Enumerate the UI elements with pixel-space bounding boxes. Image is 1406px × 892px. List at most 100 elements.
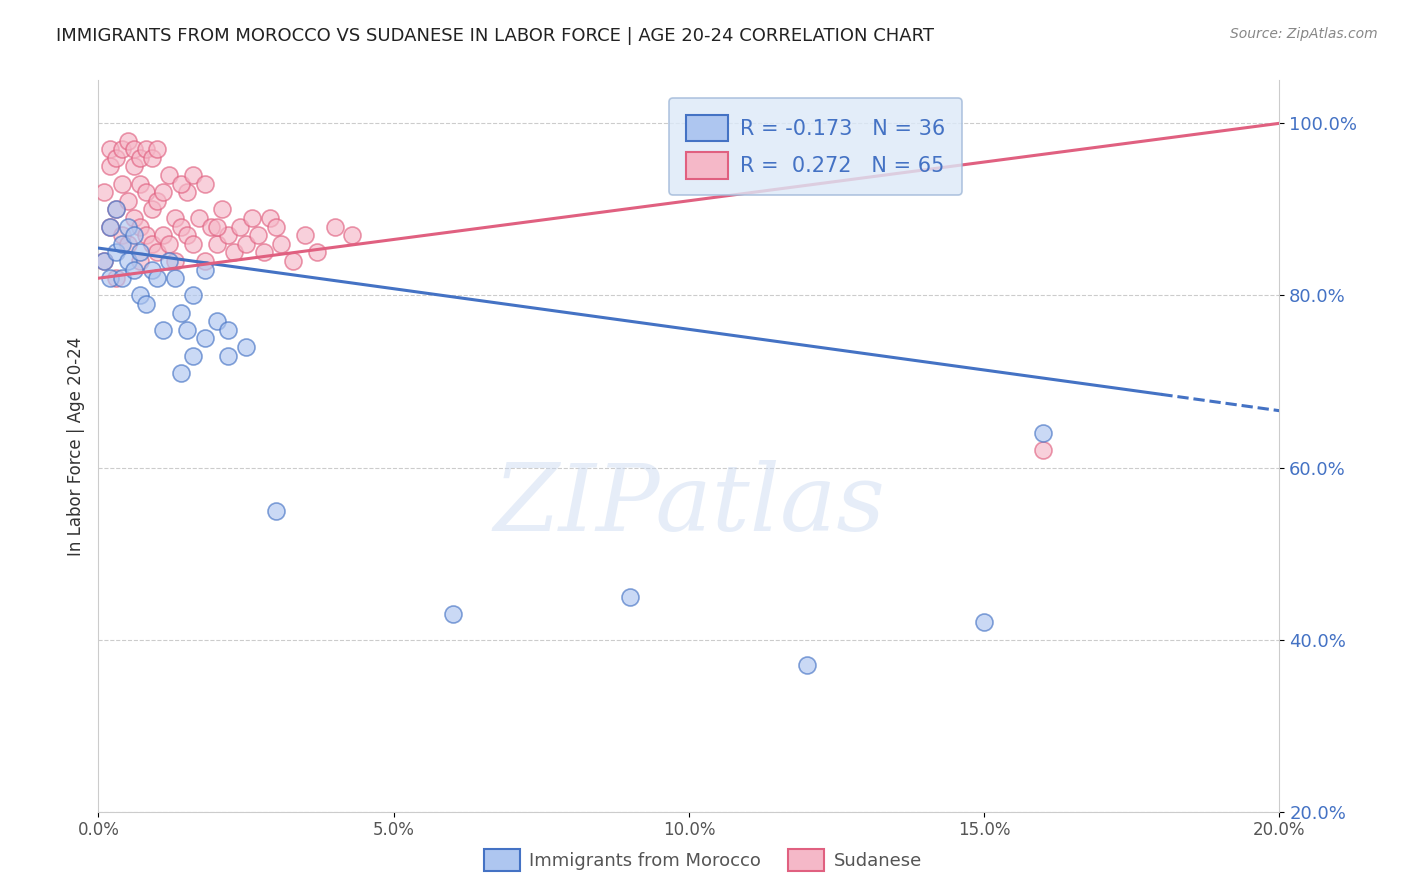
Point [224,245,246,260]
Point [105,202,128,217]
Point [93,254,115,268]
Point [205,236,228,251]
Point [128,151,150,165]
Point [294,228,316,243]
Point [141,151,163,165]
Point [973,615,995,630]
Point [264,219,287,234]
Point [111,177,134,191]
Point [200,219,222,234]
Point [141,262,163,277]
Point [796,658,818,673]
Text: ZIPatlas: ZIPatlas [494,459,884,549]
Point [128,254,150,268]
Point [342,228,364,243]
Point [165,271,187,285]
Point [305,245,328,260]
Point [217,323,239,337]
Point [181,236,204,251]
Point [105,151,128,165]
Point [122,211,145,225]
Point [176,323,198,337]
Point [146,142,169,156]
Point [194,254,217,268]
Point [235,340,257,354]
Point [205,219,228,234]
Point [135,142,157,156]
Point [217,228,239,243]
Point [211,202,233,217]
Point [240,211,263,225]
Point [229,219,252,234]
Point [93,185,115,199]
Point [111,228,134,243]
Point [157,254,180,268]
Point [170,305,193,319]
Point [165,254,187,268]
Point [128,177,150,191]
Point [105,245,128,260]
Point [181,168,204,182]
Point [157,236,180,251]
Point [117,194,139,208]
Point [187,211,209,225]
Point [181,349,204,363]
Point [128,245,150,260]
Point [98,142,121,156]
Point [98,271,121,285]
Point [98,219,121,234]
Point [93,254,115,268]
Point [122,228,145,243]
Point [253,245,276,260]
Text: Source: ZipAtlas.com: Source: ZipAtlas.com [1230,27,1378,41]
Point [117,236,139,251]
Point [176,185,198,199]
Point [98,219,121,234]
Point [1032,426,1054,441]
Point [122,142,145,156]
Point [146,245,169,260]
Point [105,271,128,285]
Point [122,262,145,277]
Point [264,503,287,517]
Point [323,219,346,234]
Point [111,142,134,156]
Legend: Immigrants from Morocco, Sudanese: Immigrants from Morocco, Sudanese [477,842,929,879]
Point [176,228,198,243]
Point [135,297,157,311]
Point [152,323,174,337]
Point [259,211,281,225]
Point [235,236,257,251]
Point [157,168,180,182]
Point [181,288,204,302]
Point [117,254,139,268]
Point [98,159,121,173]
Point [152,228,174,243]
Point [117,134,139,148]
Point [170,219,193,234]
Point [283,254,305,268]
Text: IMMIGRANTS FROM MOROCCO VS SUDANESE IN LABOR FORCE | AGE 20-24 CORRELATION CHART: IMMIGRANTS FROM MOROCCO VS SUDANESE IN L… [56,27,934,45]
Point [128,219,150,234]
Point [111,271,134,285]
Point [1032,443,1054,458]
Point [128,288,150,302]
Point [135,228,157,243]
Point [105,202,128,217]
Point [205,314,228,328]
Point [117,219,139,234]
Point [194,262,217,277]
Point [194,177,217,191]
Point [141,202,163,217]
Point [170,366,193,380]
Point [141,236,163,251]
Point [135,185,157,199]
Point [619,590,641,604]
Point [111,236,134,251]
Point [165,211,187,225]
Point [122,159,145,173]
Point [170,177,193,191]
Point [217,349,239,363]
Point [270,236,292,251]
Point [152,185,174,199]
